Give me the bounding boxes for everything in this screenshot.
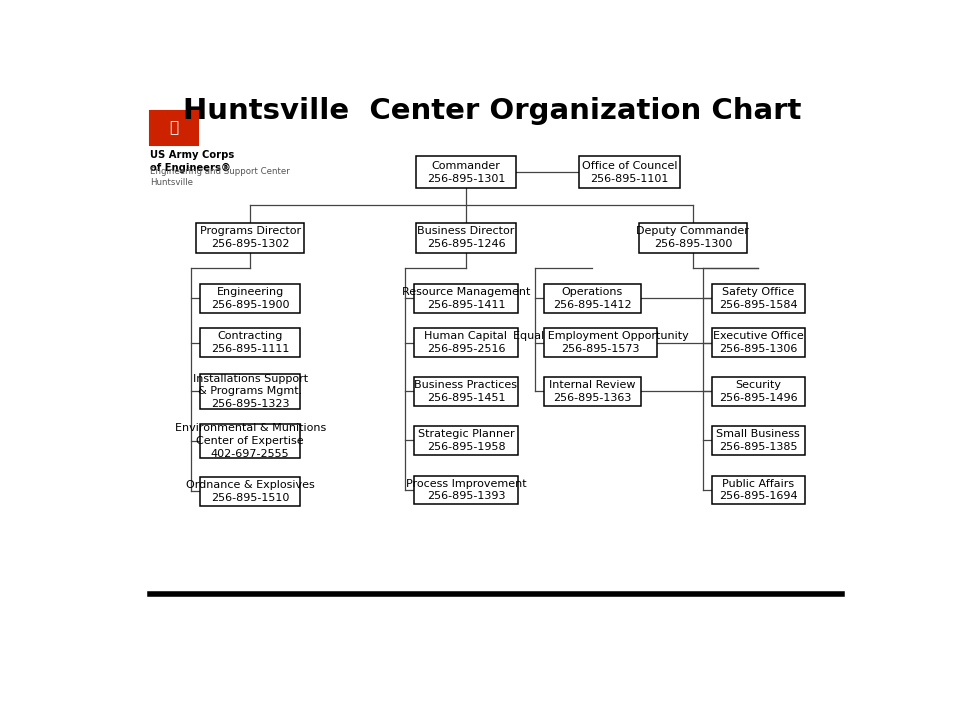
Text: Office of Councel
256-895-1101: Office of Councel 256-895-1101 <box>582 161 678 184</box>
Text: 🏰: 🏰 <box>169 120 179 135</box>
FancyBboxPatch shape <box>416 222 516 253</box>
Text: Public Affairs
256-895-1694: Public Affairs 256-895-1694 <box>719 479 798 501</box>
FancyBboxPatch shape <box>414 476 518 505</box>
Text: Internal Review
256-895-1363: Internal Review 256-895-1363 <box>549 380 636 402</box>
Text: Installations Support
& Programs Mgmt.
256-895-1323: Installations Support & Programs Mgmt. 2… <box>193 374 308 409</box>
FancyBboxPatch shape <box>544 328 658 357</box>
Text: Executive Office
256-895-1306: Executive Office 256-895-1306 <box>713 331 804 354</box>
FancyBboxPatch shape <box>712 476 804 505</box>
FancyBboxPatch shape <box>544 377 641 406</box>
FancyBboxPatch shape <box>414 328 518 357</box>
FancyBboxPatch shape <box>200 477 300 505</box>
Text: Security
256-895-1496: Security 256-895-1496 <box>719 380 798 402</box>
Text: Business Director
256-895-1246: Business Director 256-895-1246 <box>418 226 515 249</box>
FancyBboxPatch shape <box>414 284 518 312</box>
FancyBboxPatch shape <box>200 424 300 459</box>
Text: Ordnance & Explosives
256-895-1510: Ordnance & Explosives 256-895-1510 <box>186 480 315 503</box>
FancyBboxPatch shape <box>414 426 518 454</box>
FancyBboxPatch shape <box>580 156 680 189</box>
Text: Small Business
256-895-1385: Small Business 256-895-1385 <box>716 428 801 451</box>
Text: Equal Employment Opportunity
256-895-1573: Equal Employment Opportunity 256-895-157… <box>513 331 688 354</box>
Text: Strategic Planner
256-895-1958: Strategic Planner 256-895-1958 <box>418 428 515 451</box>
FancyBboxPatch shape <box>639 222 747 253</box>
Text: Process Improvement
256-895-1393: Process Improvement 256-895-1393 <box>406 479 526 501</box>
FancyBboxPatch shape <box>196 222 304 253</box>
Text: Engineering
256-895-1900: Engineering 256-895-1900 <box>211 287 290 310</box>
Text: Engineering and Support Center
Huntsville: Engineering and Support Center Huntsvill… <box>150 167 290 187</box>
Text: Safety Office
256-895-1584: Safety Office 256-895-1584 <box>719 287 798 310</box>
Text: Commander
256-895-1301: Commander 256-895-1301 <box>427 161 505 184</box>
Text: Programs Director
256-895-1302: Programs Director 256-895-1302 <box>200 226 300 249</box>
Text: Environmental & Munitions
Center of Expertise
402-697-2555: Environmental & Munitions Center of Expe… <box>175 423 325 459</box>
Text: Operations
256-895-1412: Operations 256-895-1412 <box>553 287 632 310</box>
FancyBboxPatch shape <box>200 284 300 312</box>
Text: Contracting
256-895-1111: Contracting 256-895-1111 <box>211 331 289 354</box>
Text: Huntsville  Center Organization Chart: Huntsville Center Organization Chart <box>182 97 802 125</box>
FancyBboxPatch shape <box>544 284 641 312</box>
FancyBboxPatch shape <box>712 328 804 357</box>
FancyBboxPatch shape <box>414 377 518 406</box>
Text: US Army Corps
of Engineers®: US Army Corps of Engineers® <box>150 150 234 173</box>
FancyBboxPatch shape <box>150 112 198 145</box>
FancyBboxPatch shape <box>416 156 516 189</box>
Text: Resource Management
256-895-1411: Resource Management 256-895-1411 <box>402 287 530 310</box>
Text: Human Capital
256-895-2516: Human Capital 256-895-2516 <box>424 331 508 354</box>
FancyBboxPatch shape <box>200 374 300 408</box>
Text: Business Practices
256-895-1451: Business Practices 256-895-1451 <box>415 380 517 402</box>
FancyBboxPatch shape <box>712 426 804 454</box>
Text: Deputy Commander
256-895-1300: Deputy Commander 256-895-1300 <box>636 226 750 249</box>
FancyBboxPatch shape <box>712 377 804 406</box>
FancyBboxPatch shape <box>200 328 300 357</box>
FancyBboxPatch shape <box>712 284 804 312</box>
